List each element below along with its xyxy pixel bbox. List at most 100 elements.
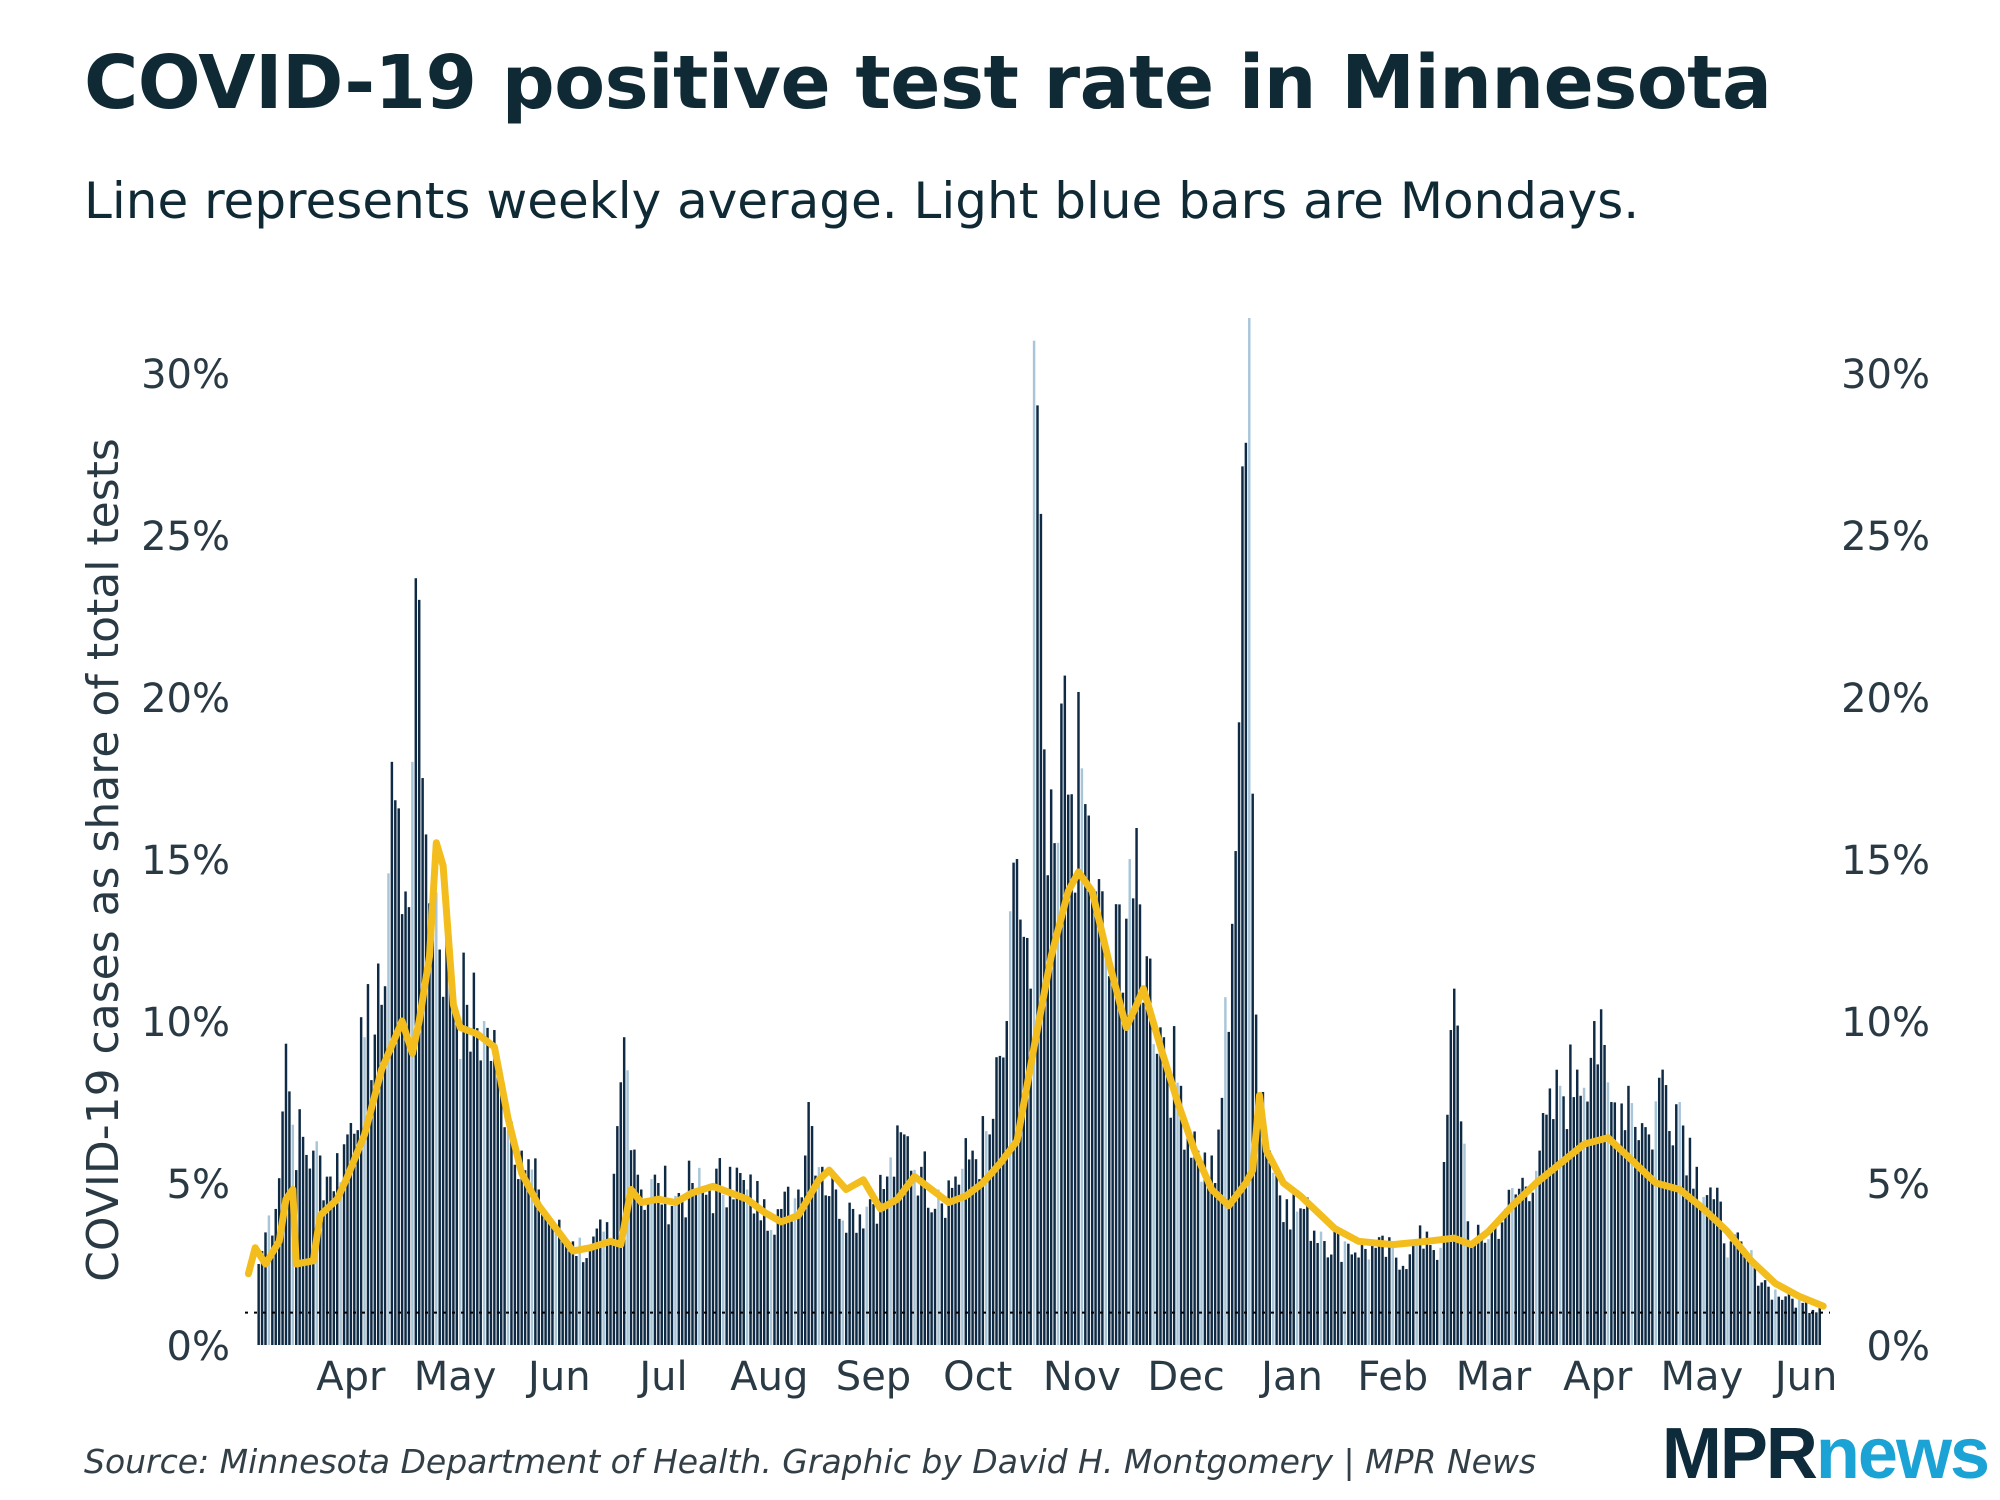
monday-bar [1702, 1196, 1705, 1345]
day-bar [1005, 1021, 1008, 1345]
x-tick-label: Jun [1772, 1354, 1838, 1400]
monday-bar [650, 1179, 653, 1345]
day-bar [1309, 1240, 1313, 1345]
day-bar [667, 1224, 670, 1345]
day-bar [1664, 1085, 1668, 1345]
day-bar [1586, 1101, 1589, 1345]
day-bar [1234, 851, 1237, 1345]
day-bar [575, 1255, 578, 1345]
day-bar [967, 1159, 971, 1345]
y-tick-label-right: 20% [1841, 676, 1930, 722]
y-tick-label-right: 10% [1841, 1000, 1930, 1046]
day-bar [1623, 1130, 1627, 1345]
day-bar [981, 1116, 985, 1345]
monday-bar [602, 1231, 605, 1345]
day-bar [715, 1168, 718, 1345]
day-bar [1241, 466, 1244, 1346]
day-bar [1073, 892, 1077, 1345]
day-bar [1777, 1296, 1780, 1345]
day-bar [988, 1134, 991, 1345]
day-bar [851, 1208, 855, 1345]
day-bar [933, 1208, 937, 1345]
day-bar [780, 1208, 783, 1345]
day-bar [1470, 1247, 1473, 1345]
day-bar [1780, 1299, 1784, 1345]
day-bar [558, 1219, 561, 1345]
day-bar [1353, 1252, 1357, 1345]
day-bar [1712, 1199, 1716, 1345]
day-bar [472, 972, 476, 1345]
day-bar [1500, 1222, 1504, 1345]
day-bar [1692, 1188, 1695, 1345]
day-bar [892, 1176, 896, 1345]
day-bar [1804, 1301, 1808, 1345]
day-bar [404, 891, 407, 1345]
day-bar [660, 1204, 663, 1345]
day-bar [1815, 1312, 1818, 1345]
day-bar [1685, 1175, 1688, 1345]
day-bar [571, 1241, 575, 1345]
monday-bar [1128, 859, 1131, 1345]
day-bar [1371, 1245, 1374, 1345]
day-bar [534, 1158, 537, 1345]
x-tick-label: Jan [1258, 1354, 1323, 1400]
day-bar [1603, 1044, 1606, 1345]
day-bar [1299, 1208, 1302, 1345]
day-bar [1364, 1248, 1367, 1345]
monday-bar [363, 1037, 366, 1345]
monday-bar [889, 1157, 892, 1345]
y-tick-label-left: 10% [141, 1000, 230, 1046]
day-bar [732, 1199, 735, 1345]
day-bar [923, 1151, 926, 1345]
day-bar [394, 800, 397, 1345]
day-bar [599, 1219, 602, 1345]
day-bar [855, 1232, 858, 1345]
day-bar [1504, 1208, 1507, 1345]
day-bar [1494, 1221, 1497, 1345]
day-bar [643, 1209, 646, 1345]
day-bar [1791, 1298, 1794, 1345]
day-bar [428, 903, 431, 1345]
day-bar [1770, 1299, 1774, 1345]
day-bar [489, 1060, 493, 1345]
x-tick-label: Nov [1043, 1354, 1121, 1400]
day-bar [1203, 1152, 1207, 1345]
y-tick-label-right: 0% [1867, 1324, 1930, 1370]
day-bar [1131, 898, 1135, 1345]
day-bar [1169, 1117, 1172, 1345]
day-bar [701, 1186, 704, 1345]
day-bar [1067, 794, 1070, 1345]
monday-bar [961, 1168, 964, 1345]
day-bar [588, 1247, 592, 1345]
day-bar [1268, 1150, 1272, 1345]
day-bar [636, 1174, 640, 1345]
day-bar [329, 1176, 332, 1345]
monday-bar [1224, 997, 1227, 1345]
day-bar [1097, 879, 1101, 1345]
day-bar [353, 1133, 356, 1345]
day-bar [920, 1166, 923, 1345]
day-bar [957, 1184, 961, 1345]
day-bar [336, 1153, 339, 1345]
day-bar [790, 1221, 793, 1345]
monday-bar [1511, 1188, 1514, 1345]
x-tick-label: Dec [1147, 1354, 1224, 1400]
day-bar [376, 963, 380, 1345]
day-bar [824, 1195, 827, 1345]
day-bar [1729, 1241, 1733, 1345]
day-bar [950, 1187, 954, 1345]
day-bar [1077, 691, 1080, 1345]
day-bar [1350, 1254, 1353, 1345]
monday-bar [1654, 1101, 1658, 1345]
day-bar [1333, 1231, 1336, 1345]
monday-bar [267, 1215, 271, 1345]
day-bar [1070, 794, 1073, 1345]
monday-bar [1032, 340, 1036, 1345]
monday-bar [865, 1206, 868, 1345]
day-bar [1589, 1057, 1593, 1345]
day-bar [1698, 1205, 1702, 1345]
day-bar [455, 1016, 459, 1345]
day-bar [564, 1241, 568, 1345]
day-bar [493, 1030, 496, 1345]
day-bar [899, 1132, 903, 1345]
